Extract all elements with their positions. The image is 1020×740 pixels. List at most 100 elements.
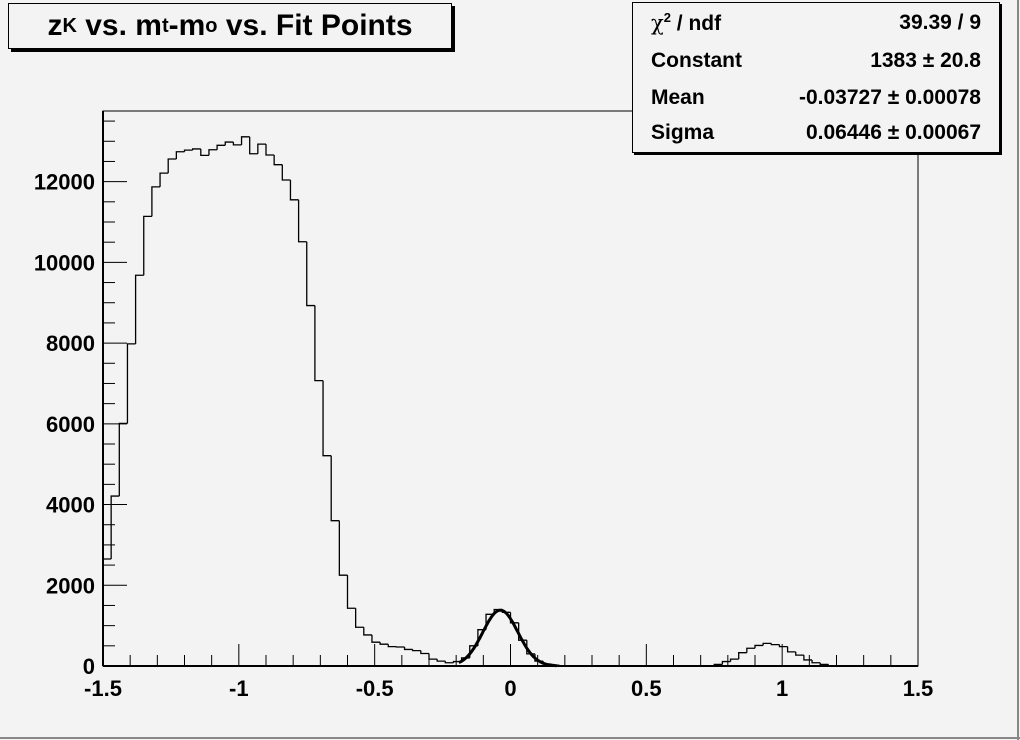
histogram-bin bbox=[306, 241, 315, 307]
histogram-bin bbox=[281, 164, 291, 181]
histogram-bin bbox=[346, 575, 356, 609]
histogram-bin bbox=[134, 274, 144, 344]
histogram-bin bbox=[126, 343, 136, 424]
stats-label-constant: Constant bbox=[651, 49, 742, 72]
histogram-bin bbox=[403, 647, 413, 651]
histogram-bin bbox=[192, 148, 201, 151]
histogram-bin bbox=[721, 660, 731, 665]
histogram-bin bbox=[428, 653, 438, 660]
histogram-bin bbox=[363, 627, 372, 636]
histogram-bin bbox=[208, 149, 218, 156]
histogram-bin bbox=[746, 647, 755, 653]
title-sub-t: t bbox=[161, 14, 169, 37]
histogram-bin bbox=[273, 154, 283, 166]
histogram-bin bbox=[338, 520, 348, 576]
histogram-bin bbox=[232, 142, 242, 146]
title-sub-k: K bbox=[62, 14, 77, 37]
histogram-bin bbox=[729, 658, 739, 662]
stats-value-sigma: 0.06446 ± 0.00067 bbox=[805, 121, 981, 144]
histogram-bin bbox=[387, 644, 397, 648]
y-tick-label: 8000 bbox=[46, 331, 95, 356]
plot-frame bbox=[102, 110, 919, 667]
histogram-bin bbox=[795, 651, 804, 656]
histogram-bin bbox=[297, 199, 307, 243]
histogram-bin bbox=[322, 380, 332, 457]
title-minus-m: -m bbox=[168, 9, 206, 42]
stats-label-sigma: Sigma bbox=[651, 121, 715, 144]
title-vs-m: vs. m bbox=[76, 9, 162, 42]
histogram-bin bbox=[412, 649, 421, 652]
histogram-bin bbox=[216, 144, 226, 150]
histogram-bin bbox=[811, 659, 821, 664]
histogram-bin bbox=[183, 149, 193, 152]
histogram-bin bbox=[175, 151, 185, 160]
histogram-bin bbox=[355, 608, 364, 628]
histogram-bin bbox=[436, 659, 446, 662]
histogram-bin bbox=[379, 642, 389, 645]
histogram-bin bbox=[200, 148, 209, 157]
title-z: z bbox=[47, 9, 63, 42]
histogram-bin bbox=[330, 455, 340, 522]
histogram-bins bbox=[102, 136, 918, 667]
chi-superscript: 2 bbox=[663, 10, 671, 25]
histogram-bin bbox=[102, 558, 112, 666]
axis-ticks bbox=[102, 120, 919, 667]
stats-value-chi2: 39.39 / 9 bbox=[899, 11, 981, 34]
y-tick-label: 12000 bbox=[34, 170, 95, 195]
histogram-bin bbox=[167, 158, 177, 174]
histogram-bin bbox=[240, 136, 250, 145]
histogram-bin bbox=[754, 644, 764, 649]
histogram-bin bbox=[151, 186, 161, 217]
title-sub-o: o bbox=[205, 14, 218, 37]
stats-row-sigma: Sigma 0.06446 ± 0.00067 bbox=[651, 118, 981, 148]
x-tick-label: 0 bbox=[504, 676, 516, 701]
stats-label-mean: Mean bbox=[651, 86, 705, 109]
histogram-bin bbox=[159, 172, 169, 187]
fit-stats-box: χ2 / ndf 39.39 / 9 Constant 1383 ± 20.8 … bbox=[632, 2, 1000, 153]
histogram-bin bbox=[819, 662, 829, 666]
histogram-bin bbox=[143, 215, 152, 276]
x-tick-label: -1.5 bbox=[84, 676, 122, 701]
histogram-bin bbox=[518, 622, 527, 641]
histogram-bin bbox=[314, 305, 324, 382]
stats-row-mean: Mean -0.03727 ± 0.00078 bbox=[651, 83, 981, 113]
histogram-bin bbox=[420, 650, 429, 655]
y-tick-label: 4000 bbox=[46, 493, 95, 518]
histogram-bin bbox=[249, 136, 258, 155]
gaussian-fit-curve bbox=[458, 608, 557, 668]
histogram-bin bbox=[770, 643, 780, 646]
chi-rest: / ndf bbox=[670, 12, 722, 35]
histogram-bin bbox=[738, 652, 747, 660]
x-tick-label: 1 bbox=[776, 676, 788, 701]
y-tick-label: 0 bbox=[83, 654, 95, 679]
histogram-bin bbox=[762, 642, 772, 646]
stats-value-constant: 1383 ± 20.8 bbox=[870, 49, 981, 72]
histogram-bin bbox=[444, 661, 454, 664]
histogram-bin bbox=[224, 141, 234, 146]
histogram-bin bbox=[778, 644, 788, 648]
x-tick-label: 0.5 bbox=[631, 676, 662, 701]
histogram-bin bbox=[257, 143, 266, 154]
histogram-bin bbox=[803, 655, 813, 661]
y-tick-label: 10000 bbox=[34, 250, 95, 275]
x-tick-label: 1.5 bbox=[903, 676, 934, 701]
stats-row-constant: Constant 1383 ± 20.8 bbox=[651, 46, 981, 76]
histogram-bin bbox=[509, 612, 519, 624]
title-end: vs. Fit Points bbox=[217, 9, 413, 42]
y-tick-label: 2000 bbox=[46, 573, 95, 598]
y-tick-label: 6000 bbox=[46, 412, 95, 437]
chi-symbol: χ bbox=[651, 11, 664, 35]
x-tick-label: -0.5 bbox=[356, 676, 394, 701]
histogram-bin bbox=[265, 144, 275, 156]
histogram-bin bbox=[786, 646, 796, 653]
histogram-bin bbox=[371, 634, 381, 643]
histogram-bin bbox=[289, 180, 299, 201]
tick-labels: -1.5 -1 -0.5 0 0.5 1 1.5 0 2000 4000 6000 8000 10000… bbox=[34, 170, 933, 701]
x-tick-label: -1 bbox=[229, 676, 249, 701]
stats-row-chi2: χ2 / ndf 39.39 / 9 bbox=[651, 8, 981, 38]
stats-value-mean: -0.03727 ± 0.00078 bbox=[798, 86, 981, 109]
histogram-bin bbox=[110, 495, 120, 560]
